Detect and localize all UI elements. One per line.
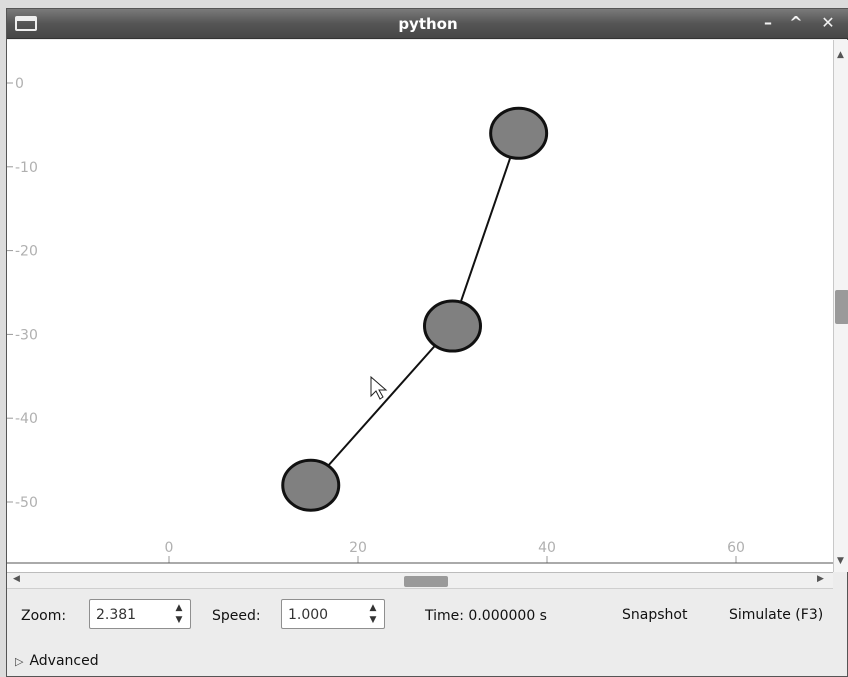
scroll-up-icon[interactable]: ▲ xyxy=(837,50,844,60)
close-icon[interactable]: ✕ xyxy=(821,13,835,32)
horizontal-scroll-thumb[interactable] xyxy=(404,576,448,587)
x-tick-label: 40 xyxy=(538,540,556,556)
graph-nodes xyxy=(281,106,549,512)
plot-svg[interactable]: 0 -10 -20 -30 -40 -50 0 20 40 60 xyxy=(7,40,833,572)
advanced-label: Advanced xyxy=(29,653,99,669)
zoom-spinbox[interactable]: 2.381 ▲ ▼ xyxy=(89,599,191,629)
y-tick-label: -50 xyxy=(15,495,38,511)
title-bar[interactable]: python – ^ ✕ xyxy=(7,9,848,39)
x-tick-label: 60 xyxy=(727,540,745,556)
y-tick-label: -40 xyxy=(15,411,38,427)
y-tick-label: 0 xyxy=(15,76,24,92)
app-window: python – ^ ✕ 0 -10 -20 -30 -40 -50 0 20 40 60 ▲ … xyxy=(6,8,848,677)
scroll-left-icon[interactable]: ◀ xyxy=(13,574,20,584)
window-title: python xyxy=(398,15,458,33)
plot-canvas[interactable]: 0 -10 -20 -30 -40 -50 0 20 40 60 xyxy=(7,40,833,572)
scroll-down-icon[interactable]: ▼ xyxy=(837,556,844,566)
expand-triangle-icon[interactable]: ▷ xyxy=(15,655,24,668)
scroll-right-icon[interactable]: ▶ xyxy=(817,574,824,584)
vertical-scrollbar[interactable]: ▲ ▼ xyxy=(833,40,848,572)
mouse-cursor-icon xyxy=(370,375,388,400)
vertical-scroll-thumb[interactable] xyxy=(835,290,848,324)
control-bar: Zoom: 2.381 ▲ ▼ Speed: 1.000 ▲ ▼ Time: 0.0… xyxy=(7,599,848,633)
speed-label: Speed: xyxy=(212,608,261,624)
time-readout: Time: 0.000000 s xyxy=(425,608,547,624)
snapshot-button[interactable]: Snapshot xyxy=(622,607,688,623)
y-tick-label: -30 xyxy=(15,327,38,343)
x-tick-label: 0 xyxy=(165,540,174,556)
graph-node[interactable] xyxy=(281,458,341,512)
minimize-icon[interactable]: – xyxy=(764,13,772,32)
graph-node[interactable] xyxy=(423,299,482,353)
advanced-expander[interactable]: ▷ Advanced xyxy=(15,653,99,669)
graph-edges xyxy=(310,132,520,486)
zoom-stepper-icon[interactable]: ▲ ▼ xyxy=(175,603,183,625)
graph-node[interactable] xyxy=(489,106,549,160)
horizontal-scrollbar[interactable]: ◀ ▶ xyxy=(7,572,833,589)
speed-value[interactable]: 1.000 xyxy=(288,607,329,623)
y-axis: 0 -10 -20 -30 -40 -50 xyxy=(7,76,38,511)
x-axis: 0 20 40 60 xyxy=(165,540,745,563)
y-tick-label: -20 xyxy=(15,244,38,260)
graph-edge xyxy=(451,132,520,327)
maximize-icon[interactable]: ^ xyxy=(789,13,803,32)
y-tick-label: -10 xyxy=(15,160,38,176)
x-tick-label: 20 xyxy=(349,540,367,556)
speed-spinbox[interactable]: 1.000 ▲ ▼ xyxy=(281,599,385,629)
graph-edge xyxy=(310,325,454,486)
simulate-button[interactable]: Simulate (F3) xyxy=(729,607,824,623)
zoom-value[interactable]: 2.381 xyxy=(96,607,137,623)
zoom-label: Zoom: xyxy=(21,608,67,624)
speed-stepper-icon[interactable]: ▲ ▼ xyxy=(369,603,377,625)
window-menu-icon[interactable] xyxy=(15,16,37,31)
